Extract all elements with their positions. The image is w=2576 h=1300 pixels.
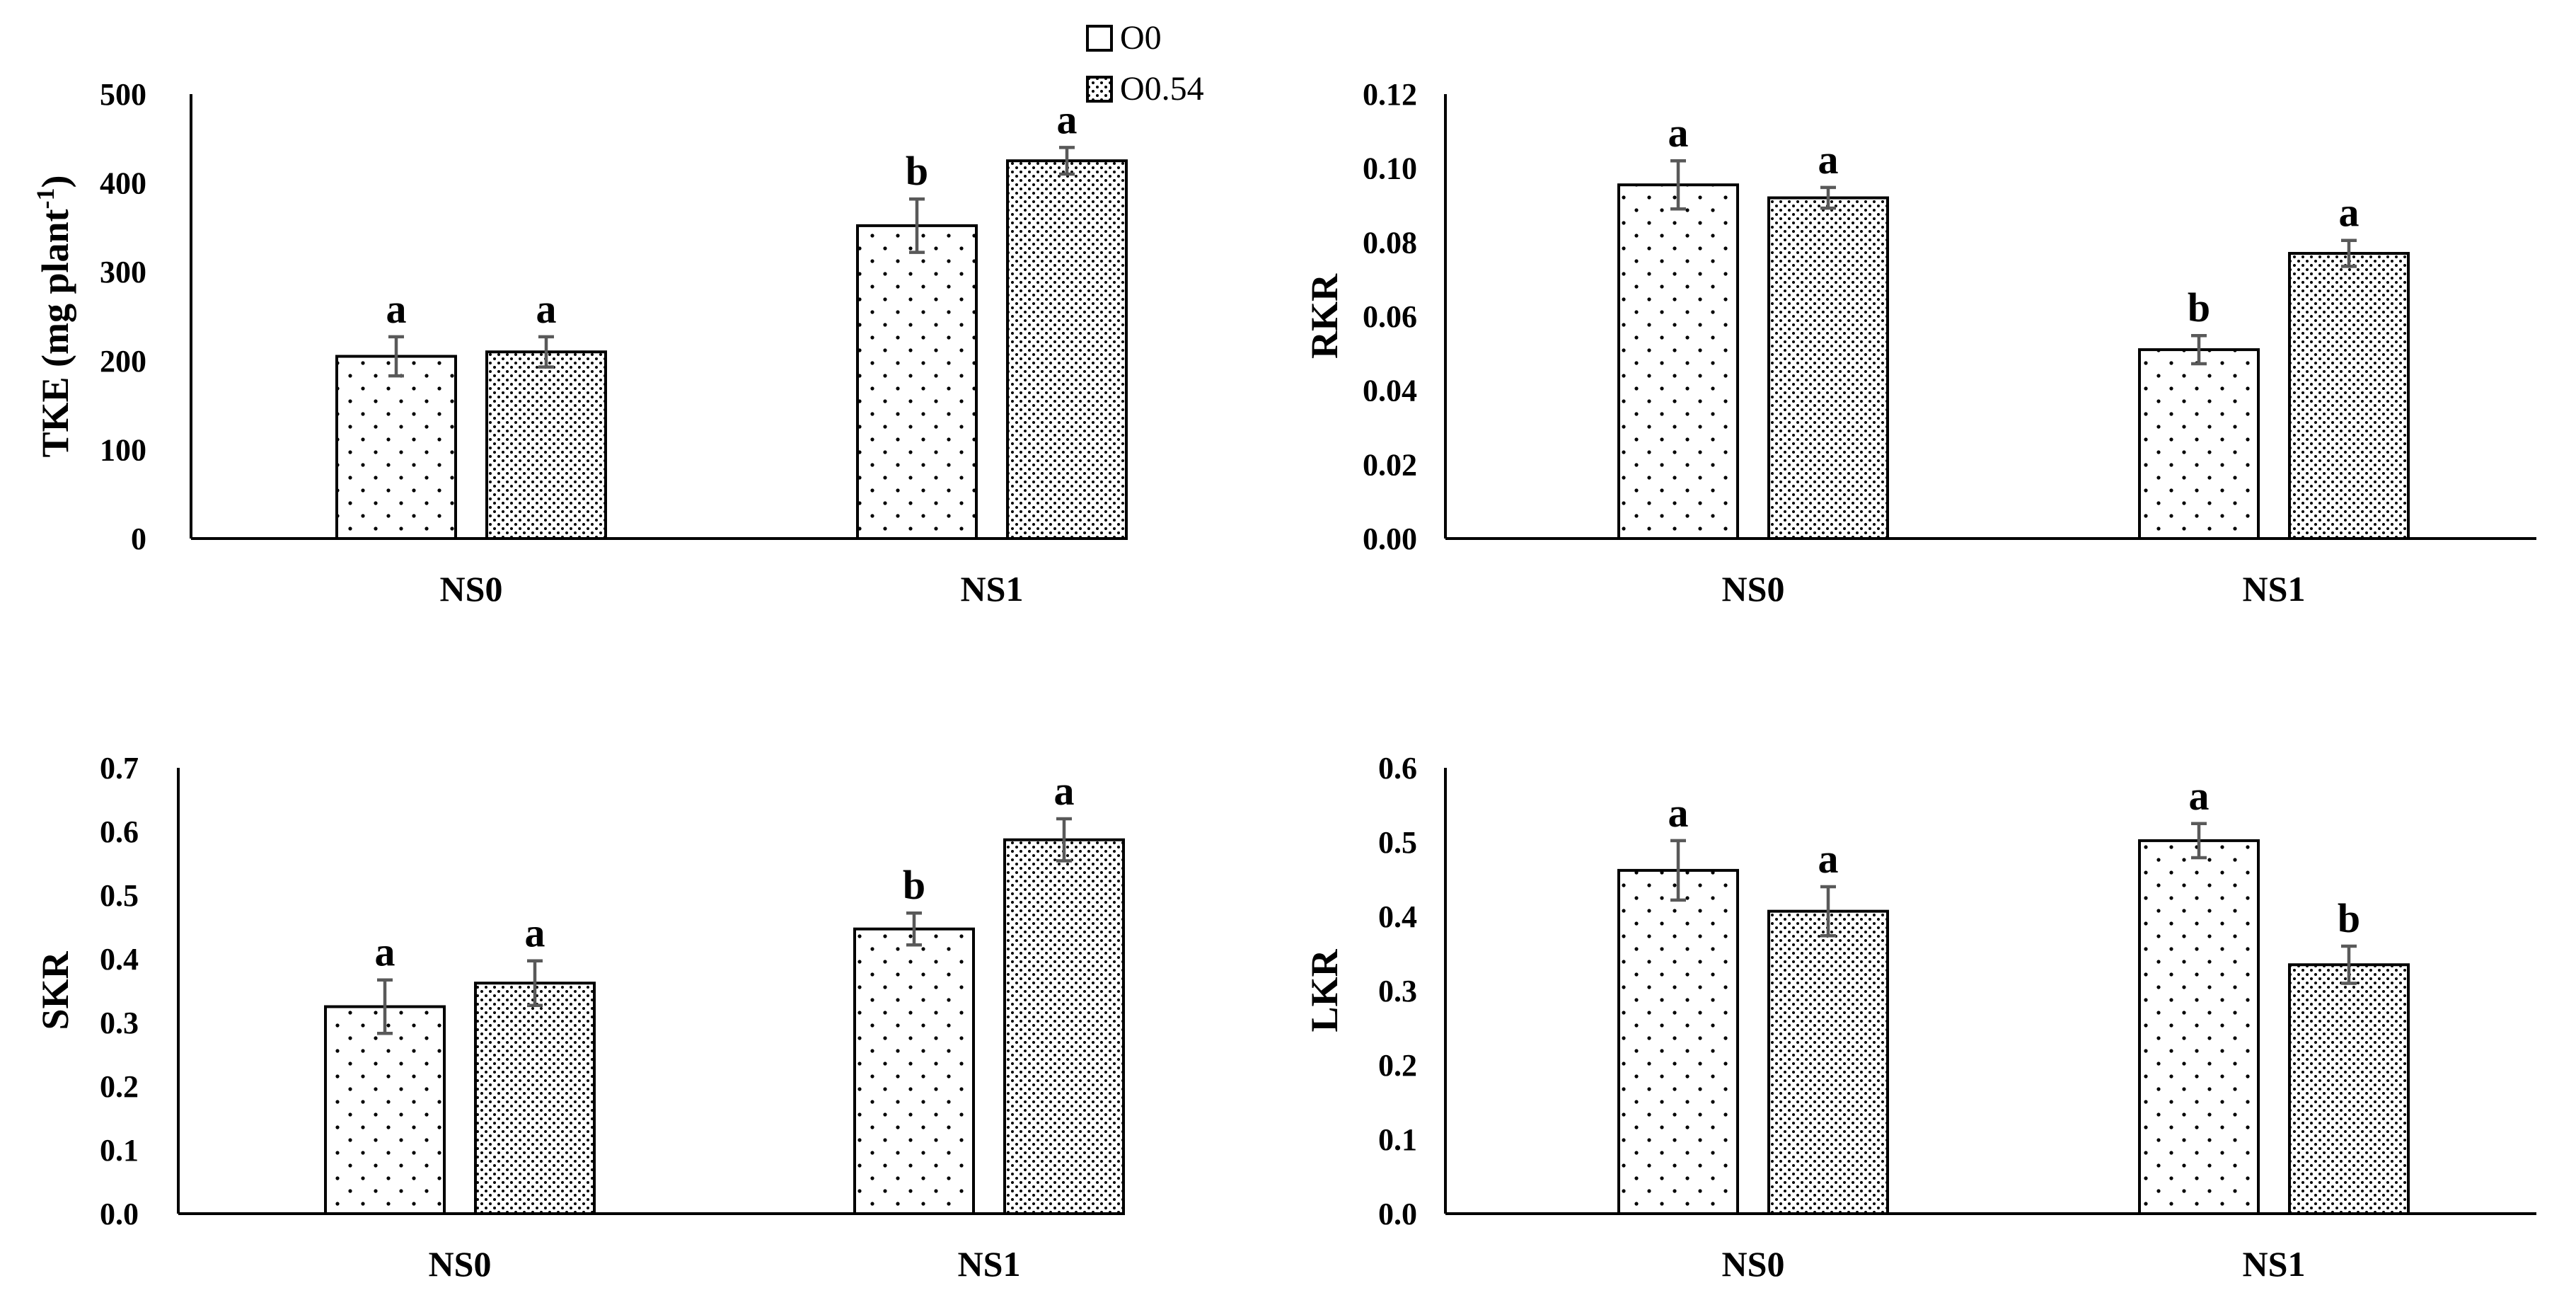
legend-label-o054: O0.54 [1120, 70, 1204, 108]
bar-ns0-o0 [335, 355, 457, 540]
significance-letter: a [375, 929, 395, 975]
significance-letter: a [536, 286, 557, 332]
y-axis-label: RKR [1303, 273, 1346, 359]
bar-ns1-o054 [2288, 252, 2410, 540]
legend: O0 O0.54 [1086, 19, 1204, 108]
x-category-label: NS0 [1722, 1244, 1785, 1284]
y-tick-label: 0.0 [100, 1197, 139, 1231]
significance-letter: b [2188, 284, 2210, 330]
bar-ns0-o0 [324, 1005, 446, 1215]
y-tick-label: 0.12 [1363, 77, 1417, 112]
significance-letter: a [386, 286, 407, 332]
bar-ns0-o0 [1617, 868, 1739, 1216]
y-axis-label-tail: ) [34, 175, 76, 188]
y-axis-label: LKR [1303, 948, 1346, 1032]
legend-swatch-o054 [1086, 76, 1113, 103]
y-tick-label: 0.6 [1378, 751, 1417, 786]
y-tick-label: 0.1 [1378, 1122, 1417, 1157]
y-tick-label: 0.7 [100, 751, 139, 786]
y-tick-label: 0.10 [1363, 151, 1417, 186]
significance-letter: a [2189, 773, 2210, 819]
significance-letter: b [906, 148, 928, 194]
x-category-label: NS1 [2243, 569, 2306, 609]
y-tick-label: 0.00 [1363, 522, 1417, 556]
y-tick-label: 400 [100, 166, 146, 201]
significance-letter: b [2338, 895, 2360, 941]
significance-letter: b [903, 862, 925, 908]
bar-ns1-o0 [853, 927, 975, 1215]
x-category-label: NS0 [1722, 569, 1785, 609]
y-tick-label: 0.4 [100, 942, 139, 977]
significance-letter: a [1668, 110, 1689, 156]
legend-swatch-o0 [1086, 25, 1113, 52]
chart-tke: 0 100 200 300 400 500 TKE (mg plant-1) a a NS0 b a N… [31, 77, 1128, 609]
y-axis-label: TKE (mg plant-1) [31, 175, 76, 457]
x-category-label: NS0 [429, 1244, 492, 1284]
y-tick-label: 200 [100, 344, 146, 379]
significance-letter: a [2339, 190, 2360, 236]
chart-lkr: 0.0 0.1 0.2 0.3 0.4 0.5 0.6 LKR a a NS0 a b NS1 [1303, 751, 2536, 1284]
y-tick-label: 0.6 [100, 815, 139, 849]
bar-ns1-o0 [2138, 839, 2260, 1215]
y-tick-label: 0.0 [1378, 1197, 1417, 1231]
y-tick-label: 0.5 [1378, 825, 1417, 860]
y-axis-label-superscript: -1 [31, 188, 59, 209]
bar-ns0-o054 [1767, 909, 1889, 1216]
y-tick-label: 0.5 [100, 878, 139, 913]
x-category-label: NS1 [2243, 1244, 2306, 1284]
bar-ns1-o0 [856, 224, 978, 540]
y-tick-label: 100 [100, 432, 146, 467]
legend-label-o0: O0 [1120, 19, 1162, 57]
chart-skr: 0.0 0.1 0.2 0.3 0.4 0.5 0.6 0.7 SKR a a NS0 b a NS1 [34, 751, 1125, 1284]
y-tick-label: 0.2 [100, 1069, 139, 1104]
x-category-label: NS0 [440, 569, 503, 609]
bar-ns0-o054 [474, 982, 596, 1215]
significance-letter: a [1057, 96, 1078, 142]
y-tick-label: 0.06 [1363, 299, 1417, 334]
y-tick-label: 0.1 [100, 1133, 139, 1168]
y-tick-label: 0.2 [1378, 1048, 1417, 1083]
significance-letter: a [1668, 790, 1689, 836]
bar-ns1-o0 [2138, 348, 2260, 540]
x-category-label: NS1 [958, 1244, 1021, 1284]
y-tick-label: 0.08 [1363, 225, 1417, 260]
y-axis-label-text: RKR [1303, 273, 1346, 359]
y-tick-label: 500 [100, 77, 146, 112]
y-axis-label: SKR [34, 950, 76, 1030]
y-tick-label: 0.3 [1378, 974, 1417, 1008]
x-category-label: NS1 [961, 569, 1024, 609]
y-tick-label: 300 [100, 255, 146, 289]
chart-rkr: 0.00 0.02 0.04 0.06 0.08 0.10 0.12 RKR a a NS0 b a NS… [1303, 77, 2536, 609]
y-axis-label-text: TKE (mg plant [34, 209, 76, 457]
bar-ns0-o0 [1617, 183, 1739, 540]
y-tick-label: 0.04 [1363, 374, 1417, 408]
y-axis-label-text: LKR [1303, 948, 1346, 1032]
bar-ns0-o054 [1767, 196, 1889, 540]
y-tick-label: 0.3 [100, 1006, 139, 1040]
y-axis-label-text: SKR [34, 950, 76, 1030]
significance-letter: a [1818, 137, 1839, 183]
y-tick-label: 0.02 [1363, 447, 1417, 482]
significance-letter: a [1818, 836, 1839, 882]
bar-ns0-o054 [485, 350, 607, 540]
bar-ns1-o054 [2288, 963, 2410, 1215]
bar-ns1-o054 [1003, 838, 1125, 1215]
significance-letter: a [525, 910, 545, 956]
bar-ns1-o054 [1006, 159, 1128, 540]
y-tick-label: 0.4 [1378, 899, 1417, 934]
y-tick-label: 0 [131, 522, 146, 556]
significance-letter: a [1054, 768, 1075, 814]
